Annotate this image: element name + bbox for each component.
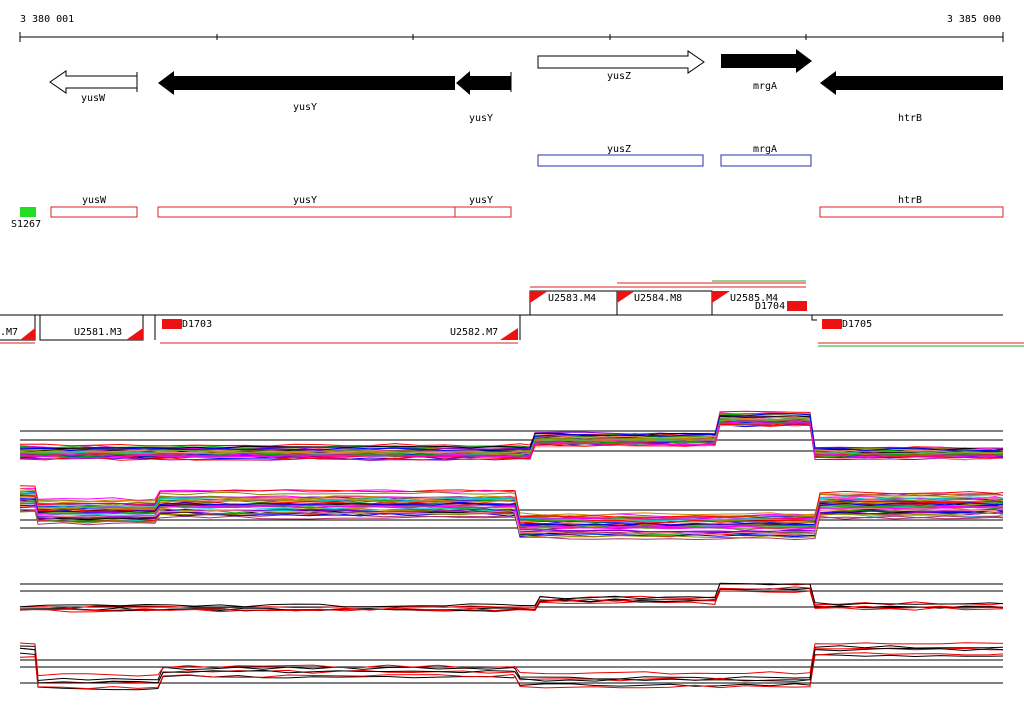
segment-label: U2585.M4 bbox=[730, 293, 778, 304]
feature-box bbox=[20, 207, 36, 217]
gene-arrow bbox=[537, 50, 705, 74]
trace bbox=[19, 502, 1004, 530]
gene-label: yusZ bbox=[607, 71, 631, 82]
trace bbox=[19, 505, 1004, 535]
trace bbox=[19, 496, 1004, 524]
feature-label: htrB bbox=[898, 195, 922, 206]
ruler-start: 3 380 001 bbox=[20, 14, 74, 25]
feature-box bbox=[454, 206, 512, 218]
trace bbox=[19, 413, 1004, 452]
trace bbox=[19, 582, 1004, 608]
trace bbox=[19, 500, 1004, 529]
gene-arrow bbox=[49, 70, 138, 94]
segment-label: D1704 bbox=[755, 301, 785, 312]
feature-label: yusY bbox=[293, 195, 317, 206]
trace bbox=[19, 642, 1004, 677]
trace bbox=[19, 645, 1004, 682]
feature-label: S1267 bbox=[11, 219, 41, 230]
segment-label: U2584.M8 bbox=[634, 293, 682, 304]
segment-label: .M7 bbox=[0, 327, 18, 338]
cds-label: mrgA bbox=[753, 144, 777, 155]
trace bbox=[19, 652, 1004, 690]
trace bbox=[19, 509, 1004, 535]
trace bbox=[19, 485, 1004, 519]
ruler: 3 380 001 3 385 000 bbox=[19, 14, 1004, 42]
cds-label: yusZ bbox=[607, 144, 631, 155]
gene-arrow bbox=[158, 71, 455, 95]
gene-arrow bbox=[820, 71, 1003, 95]
feature-label: yusW bbox=[82, 195, 107, 206]
ruler-end: 3 385 000 bbox=[947, 14, 1001, 25]
trace bbox=[19, 647, 1004, 684]
feature-label: yusY bbox=[469, 195, 493, 206]
segment-label: D1705 bbox=[842, 319, 872, 330]
trace bbox=[20, 417, 1004, 454]
cds-track: yusZ mrgA bbox=[537, 144, 812, 167]
trace bbox=[19, 491, 1004, 522]
gene-label: mrgA bbox=[753, 81, 777, 92]
gene-label: yusY bbox=[469, 113, 493, 124]
trace bbox=[19, 492, 1004, 520]
trace bbox=[19, 505, 1004, 534]
gene-arrow bbox=[456, 71, 511, 95]
ruler-ticks bbox=[19, 32, 1004, 42]
feature-track: S1267 yusW yusY yusY htrB bbox=[11, 195, 1004, 230]
trace bbox=[20, 415, 1004, 451]
gene-label: yusY bbox=[293, 102, 317, 113]
feature-box bbox=[50, 206, 138, 218]
cds-box bbox=[537, 154, 704, 167]
segment-label: U2582.M7 bbox=[450, 327, 498, 338]
trace bbox=[19, 586, 1004, 612]
feature-box bbox=[819, 206, 1004, 218]
gene-label: yusW bbox=[81, 93, 106, 104]
trace bbox=[19, 498, 1004, 527]
segment-track: .M7 U2581.M3 D1703 U2582.M7 U2583.M4 U25… bbox=[0, 280, 1024, 347]
expression-traces bbox=[19, 410, 1004, 691]
segment-label: D1703 bbox=[182, 319, 212, 330]
gene-track: yusW yusY yusY yusZ mrgA htrB bbox=[49, 49, 1003, 124]
segment-label: U2583.M4 bbox=[548, 293, 596, 304]
gene-arrow bbox=[721, 49, 812, 73]
trace bbox=[19, 420, 1004, 459]
trace bbox=[19, 410, 1003, 450]
feature-box bbox=[157, 206, 456, 218]
trace bbox=[19, 510, 1004, 539]
trace bbox=[19, 412, 1004, 452]
gene-label: htrB bbox=[898, 113, 922, 124]
cds-box bbox=[720, 154, 812, 167]
segment-label: U2581.M3 bbox=[74, 327, 122, 338]
